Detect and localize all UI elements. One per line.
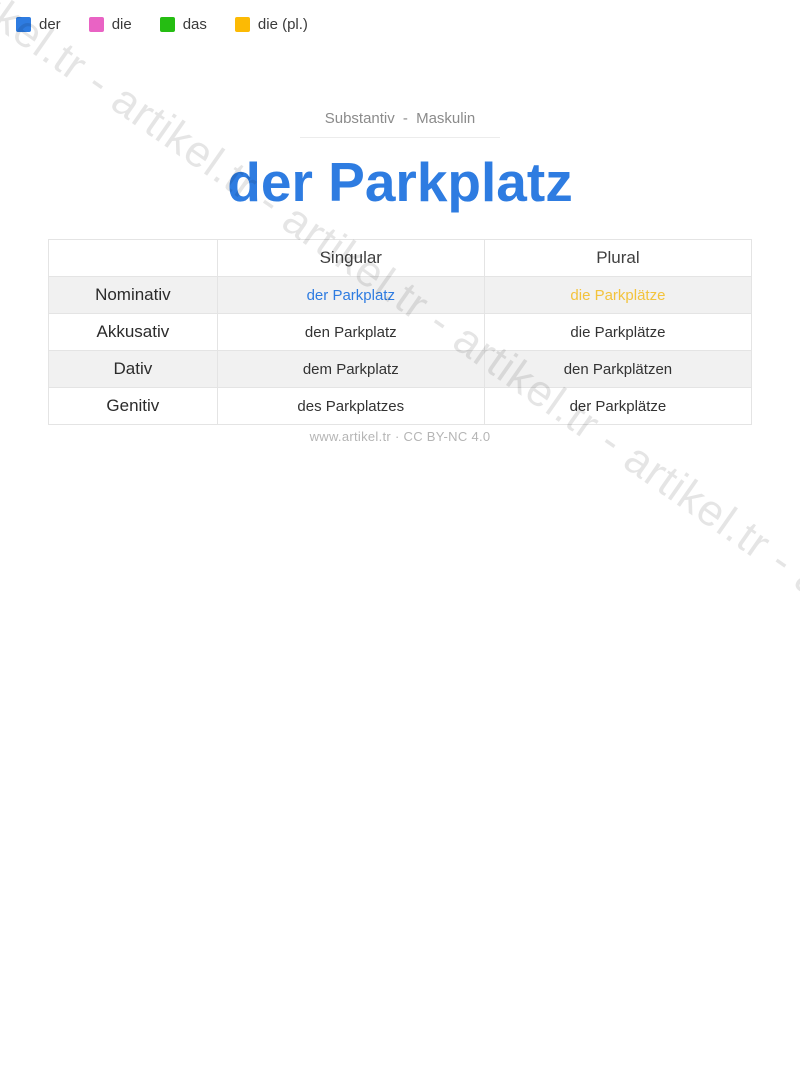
akkusativ-singular-value: den Parkplatz [216,313,485,351]
case-label-akkusativ: Akkusativ [48,313,218,351]
legend-label-die-plural: die (pl.) [257,16,308,33]
legend-label-der: der [39,16,61,33]
table-row-nominativ: Nominativ der Parkplatz die Parkplätze [48,276,753,314]
legend-item-die: die [88,16,132,33]
table-row-dativ: Dativ dem Parkplatz den Parkplätzen [48,350,753,388]
die-plural-color-swatch [234,17,250,32]
legend-item-die-plural: die (pl.) [234,16,308,33]
attribution-text: www.artikel.tr · CC BY-NC 4.0 [309,429,491,444]
page-title: der Parkplatz [227,151,573,213]
column-header-singular: Singular [216,239,485,277]
der-color-swatch [16,17,31,32]
das-color-swatch [159,17,175,32]
column-header-case [48,239,218,277]
column-header-plural: Plural [483,239,753,277]
table-header-row: Singular Plural [48,239,753,277]
case-label-nominativ: Nominativ [48,276,218,314]
legend-label-das: das [182,16,207,33]
dativ-plural-value: den Parkplätzen [483,350,753,388]
nominativ-singular-value: der Parkplatz [216,276,485,314]
article-color-legend: der die das die (pl.) [16,16,308,33]
akkusativ-plural-value: die Parkplätze [483,313,753,351]
genitiv-singular-value: des Parkplatzes [216,387,485,425]
declension-table: Singular Plural Nominativ der Parkplatz … [48,239,753,425]
table-row-genitiv: Genitiv des Parkplatzes der Parkplätze [48,387,753,425]
dativ-singular-value: dem Parkplatz [216,350,485,388]
declension-table-container: Singular Plural Nominativ der Parkplatz … [48,239,753,425]
subtitle-divider [300,137,500,138]
word-type-label: Substantiv - Maskulin [324,110,476,127]
case-label-dativ: Dativ [48,350,218,388]
table-row-akkusativ: Akkusativ den Parkplatz die Parkplätze [48,313,753,351]
case-label-genitiv: Genitiv [48,387,218,425]
legend-item-das: das [159,16,207,33]
legend-item-der: der [16,16,61,33]
die-color-swatch [88,17,104,32]
legend-label-die: die [111,16,132,33]
nominativ-plural-value: die Parkplätze [483,276,753,314]
genitiv-plural-value: der Parkplätze [483,387,753,425]
